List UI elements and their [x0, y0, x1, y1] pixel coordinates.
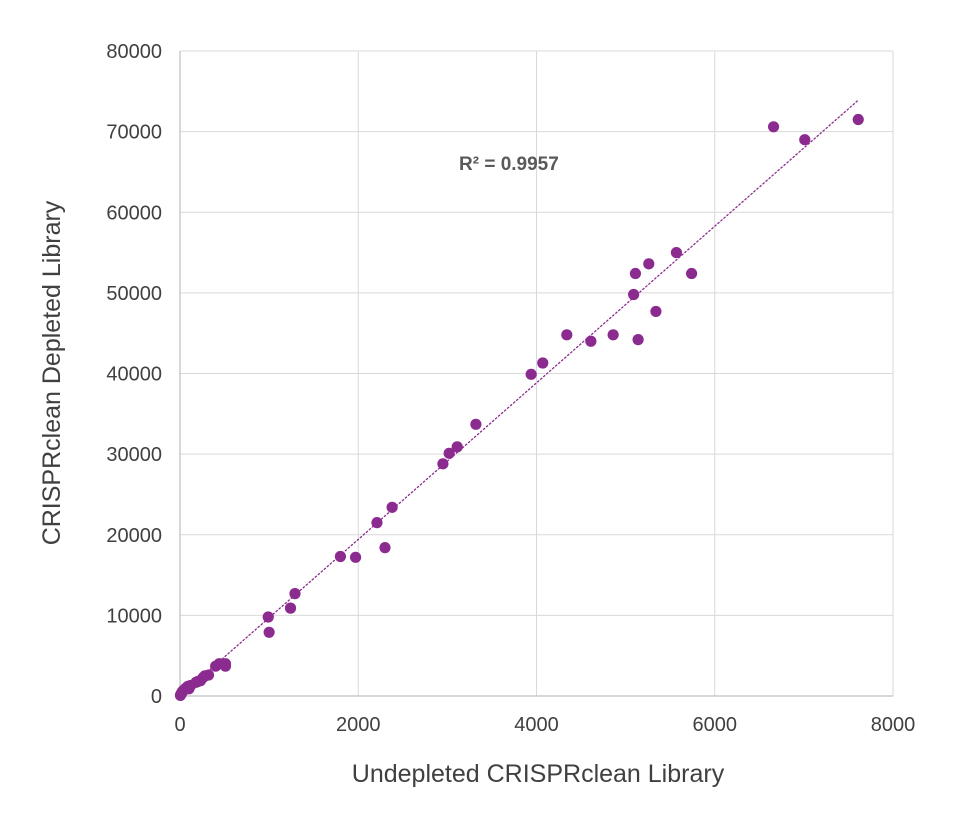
data-point — [262, 611, 274, 623]
r-squared-annotation: R² = 0.9957 — [459, 154, 559, 175]
data-point — [629, 267, 642, 280]
trendline-layer — [179, 100, 858, 697]
data-point — [202, 669, 215, 681]
trendline — [179, 100, 858, 697]
x-tick-label: 6000 — [693, 714, 738, 736]
x-tick-label: 4000 — [514, 714, 559, 736]
data-point — [650, 305, 662, 318]
data-point — [349, 551, 362, 563]
data-point — [334, 550, 347, 563]
y-tick-label: 10000 — [106, 605, 162, 627]
data-point — [379, 542, 391, 554]
y-tick-label: 0 — [151, 686, 162, 708]
x-axis-title: Undepleted CRISPRclean Library — [352, 760, 725, 788]
data-point — [767, 121, 780, 133]
x-tick-label: 0 — [174, 714, 185, 736]
data-point — [852, 113, 864, 126]
data-point — [437, 458, 449, 470]
y-tick-label: 60000 — [106, 202, 162, 224]
y-tick-label: 30000 — [106, 444, 162, 466]
grid-lines — [180, 50, 894, 696]
data-point — [607, 329, 619, 341]
y-tick-label: 40000 — [106, 364, 162, 386]
data-point — [670, 246, 683, 259]
data-point — [632, 334, 644, 346]
y-tick-label: 80000 — [106, 41, 162, 63]
data-point — [443, 447, 455, 459]
tick-labels: 0100002000030000400005000060000700008000… — [106, 41, 915, 736]
data-point — [537, 357, 549, 369]
data-point — [643, 258, 655, 270]
axes — [179, 51, 893, 697]
data-points — [174, 113, 864, 701]
y-tick-label: 20000 — [106, 525, 162, 547]
data-point — [284, 602, 297, 614]
data-point — [451, 441, 463, 453]
x-tick-label: 2000 — [336, 714, 381, 736]
data-point — [799, 134, 811, 146]
data-point — [386, 501, 398, 513]
data-point — [525, 368, 537, 380]
data-point — [585, 335, 597, 347]
data-point — [685, 267, 698, 280]
data-point — [289, 588, 301, 600]
data-point — [561, 329, 573, 341]
data-point — [219, 658, 232, 670]
data-point — [628, 288, 640, 301]
y-tick-label: 50000 — [106, 283, 162, 305]
y-tick-label: 70000 — [106, 122, 162, 144]
x-tick-label: 8000 — [871, 714, 916, 736]
y-axis-title: CRISPRclean Depleted Library — [38, 200, 66, 545]
data-point — [263, 626, 275, 638]
data-point — [470, 418, 482, 430]
data-point — [371, 517, 383, 529]
